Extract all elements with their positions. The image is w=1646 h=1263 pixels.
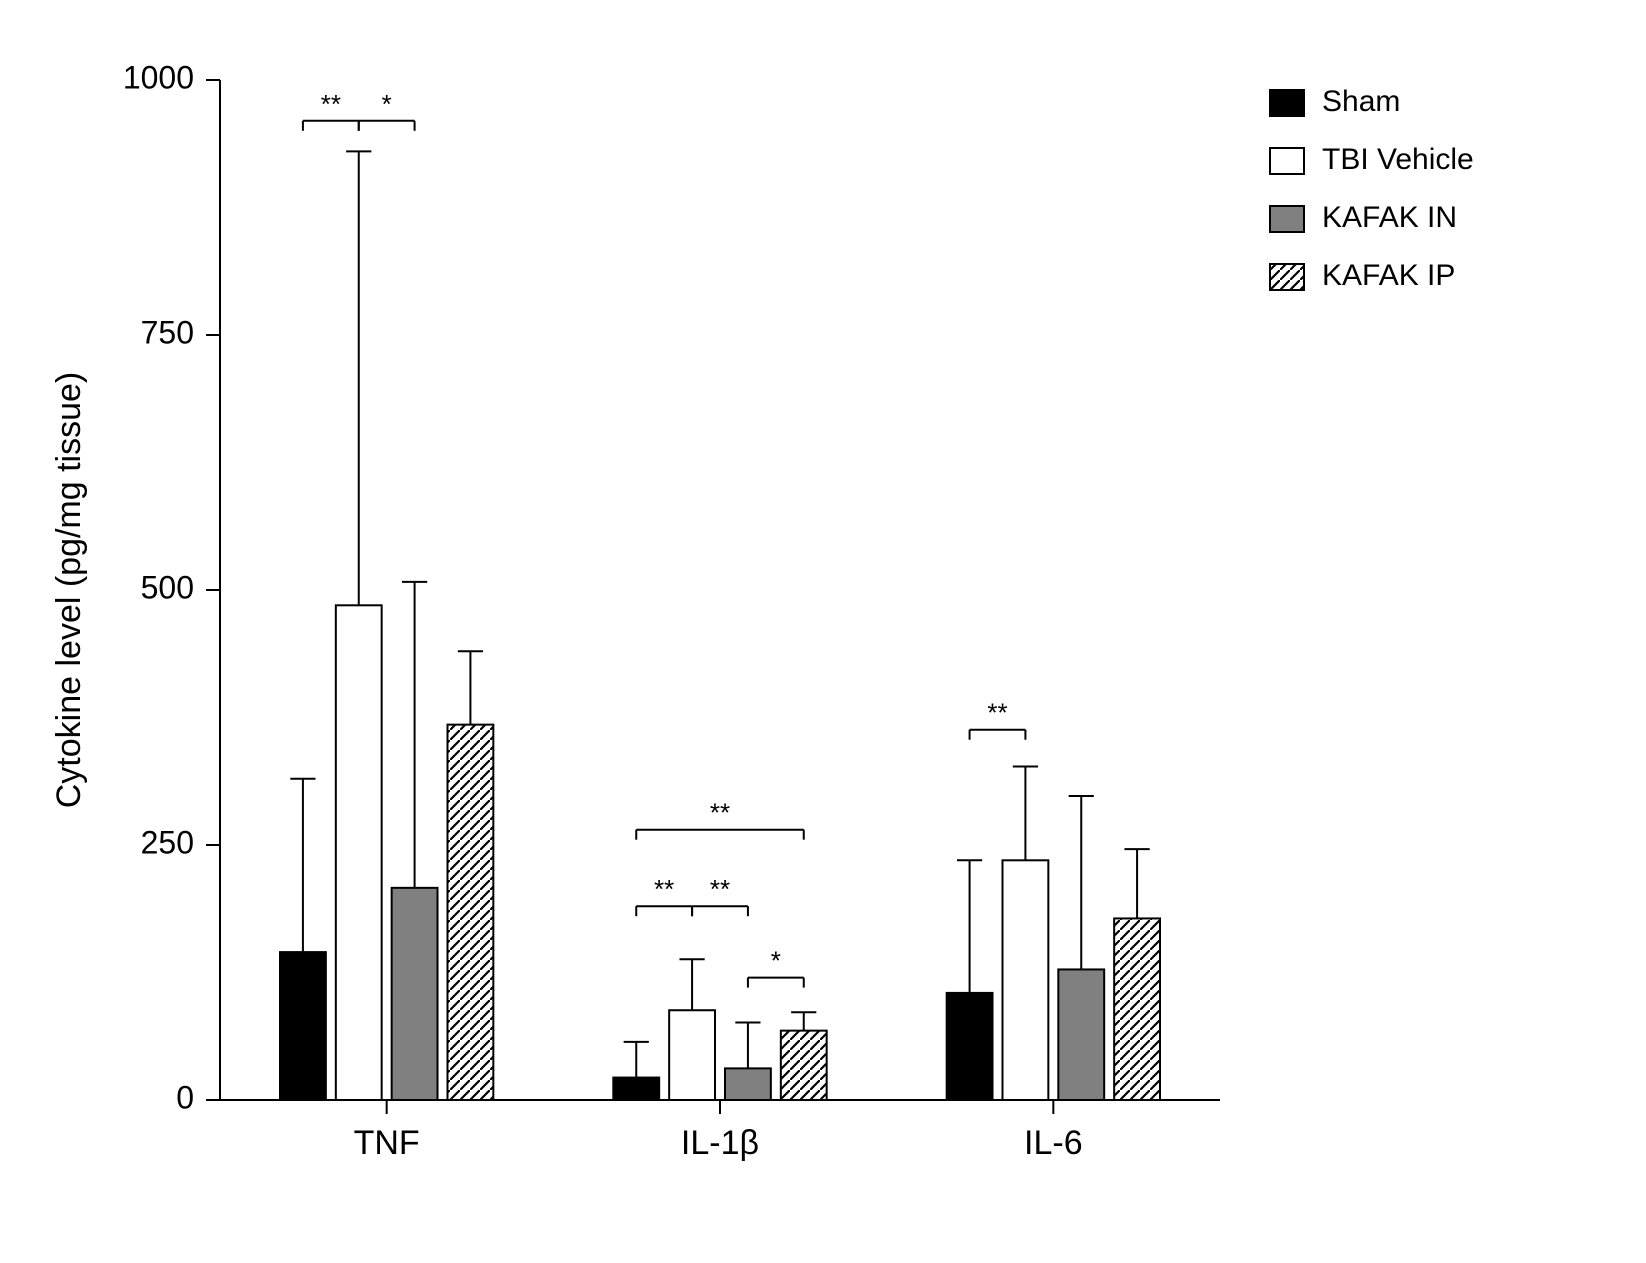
y-axis-label: Cytokine level (pg/mg tissue): [50, 372, 88, 809]
cytokine-bar-chart: 0 250 500 750 1000 Cytokine level (pg/mg tiss…: [0, 0, 1646, 1263]
legend-item-sham: Sham: [1270, 85, 1400, 118]
svg-text:**: **: [987, 698, 1007, 728]
svg-text:**: **: [654, 874, 674, 904]
significance-bracket: **: [636, 874, 692, 916]
legend-item-kafakip: KAFAK IP: [1270, 259, 1455, 292]
bar-vehicle: [1003, 860, 1049, 1100]
legend-item-vehicle: TBI Vehicle: [1270, 143, 1474, 176]
x-category-label: IL-1β: [681, 1124, 759, 1162]
bar-kafakin: [392, 888, 438, 1100]
significance-bracket: *: [359, 89, 415, 131]
svg-text:**: **: [321, 89, 341, 119]
svg-text:**: **: [710, 798, 730, 828]
significance-bracket: *: [748, 946, 804, 988]
legend-item-kafakin: KAFAK IN: [1270, 201, 1457, 234]
bar-kafakin: [1058, 969, 1104, 1100]
x-category-label: IL-6: [1024, 1124, 1083, 1162]
legend-label: KAFAK IN: [1322, 201, 1457, 234]
significance-bracket: **: [636, 798, 804, 840]
y-tick-label: 750: [141, 314, 194, 350]
legend-label: Sham: [1322, 85, 1400, 118]
significance-bracket: **: [303, 89, 359, 131]
bar-kafakip: [1114, 918, 1160, 1100]
bar-sham: [280, 952, 326, 1100]
y-tick-label: 1000: [123, 59, 194, 95]
bar-sham: [947, 993, 993, 1100]
bar-vehicle: [669, 1010, 715, 1100]
significance-bracket: **: [692, 874, 748, 916]
bar-kafakip: [781, 1031, 827, 1100]
legend-label: TBI Vehicle: [1322, 143, 1474, 176]
y-tick-label: 500: [141, 569, 194, 605]
svg-text:*: *: [771, 946, 781, 976]
legend-label: KAFAK IP: [1322, 259, 1455, 292]
x-category-label: TNF: [354, 1124, 420, 1162]
y-tick-label: 250: [141, 824, 194, 860]
bar-kafakin: [725, 1068, 771, 1100]
bar-kafakip: [448, 725, 494, 1100]
svg-text:**: **: [710, 874, 730, 904]
bar-sham: [613, 1078, 659, 1100]
bar-vehicle: [336, 605, 382, 1100]
y-tick-label: 0: [176, 1079, 194, 1115]
significance-bracket: **: [970, 698, 1026, 740]
svg-text:*: *: [382, 89, 392, 119]
